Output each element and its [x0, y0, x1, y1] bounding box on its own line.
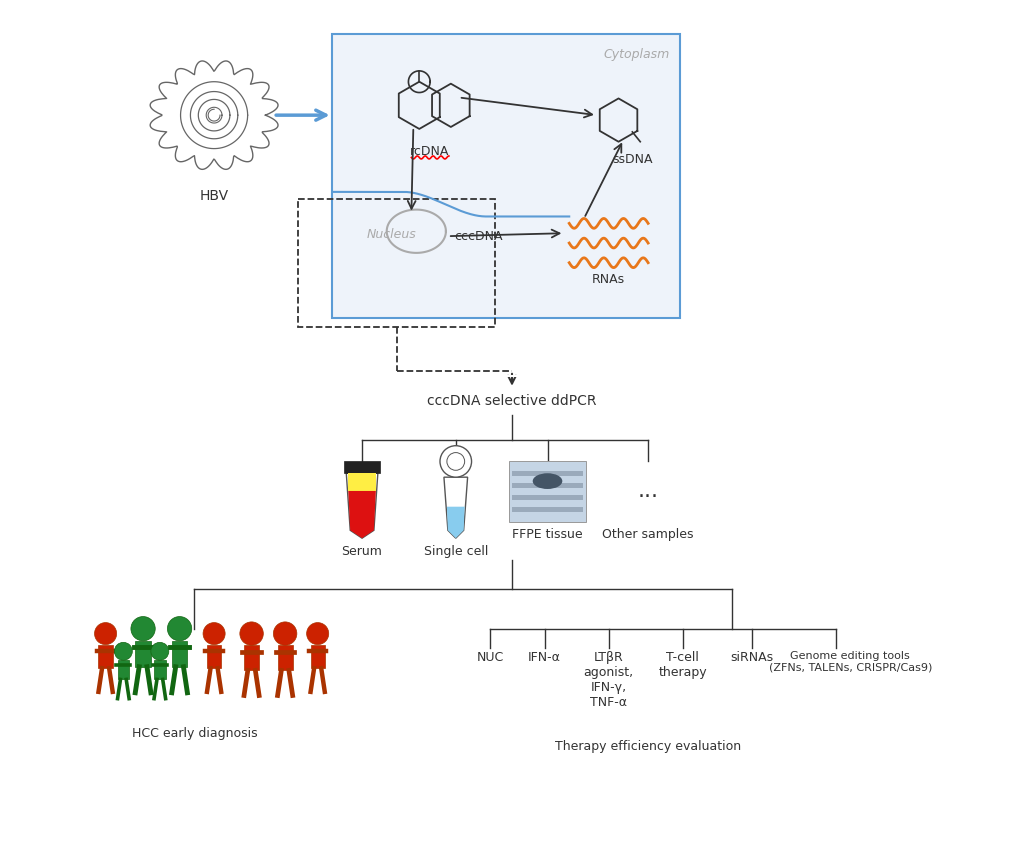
Text: Cytoplasm: Cytoplasm — [603, 48, 670, 62]
Bar — [333, 34, 680, 318]
Ellipse shape — [532, 474, 562, 489]
Circle shape — [306, 622, 329, 645]
Circle shape — [94, 622, 117, 645]
Bar — [310, 645, 325, 669]
Circle shape — [440, 445, 472, 477]
Polygon shape — [432, 84, 470, 127]
Bar — [154, 660, 166, 680]
Bar — [207, 645, 221, 669]
Text: Single cell: Single cell — [424, 545, 488, 558]
Text: IFN-α: IFN-α — [528, 652, 561, 664]
Bar — [512, 471, 583, 476]
Bar — [135, 640, 151, 667]
Text: Serum: Serum — [342, 545, 383, 558]
Circle shape — [240, 622, 263, 646]
Polygon shape — [398, 82, 439, 129]
Circle shape — [167, 616, 191, 640]
Text: Therapy efficiency evaluation: Therapy efficiency evaluation — [555, 740, 741, 753]
Text: RNAs: RNAs — [592, 273, 626, 286]
Text: LTβR
agonist,
IFN-γ,
TNF-α: LTβR agonist, IFN-γ, TNF-α — [584, 652, 634, 710]
Circle shape — [151, 642, 169, 660]
Bar — [512, 507, 583, 511]
Circle shape — [273, 622, 297, 646]
Bar — [172, 640, 187, 667]
Text: ...: ... — [638, 481, 658, 501]
Bar — [512, 495, 583, 500]
Bar — [509, 462, 586, 522]
Text: Genome editing tools
(ZFNs, TALENs, CRISPR/Cas9): Genome editing tools (ZFNs, TALENs, CRIS… — [769, 652, 932, 673]
Polygon shape — [387, 209, 445, 253]
Text: cccDNA: cccDNA — [454, 230, 503, 243]
Text: rcDNA: rcDNA — [410, 144, 449, 157]
Text: T-cell
therapy: T-cell therapy — [658, 652, 707, 680]
Circle shape — [115, 642, 132, 660]
Circle shape — [203, 622, 225, 645]
Bar — [298, 198, 496, 327]
Bar — [344, 462, 380, 474]
Text: siRNAs: siRNAs — [730, 652, 773, 664]
Bar — [512, 483, 583, 488]
Polygon shape — [348, 491, 376, 538]
Polygon shape — [600, 98, 637, 142]
Text: HCC early diagnosis: HCC early diagnosis — [131, 727, 257, 740]
Polygon shape — [346, 474, 378, 538]
Text: NUC: NUC — [477, 652, 504, 664]
Text: Other samples: Other samples — [602, 528, 694, 541]
Text: HBV: HBV — [200, 189, 228, 203]
Text: cccDNA selective ddPCR: cccDNA selective ddPCR — [427, 393, 597, 408]
Circle shape — [131, 616, 156, 640]
Bar — [278, 646, 293, 670]
Circle shape — [446, 452, 465, 470]
Bar — [348, 474, 376, 491]
Polygon shape — [446, 507, 465, 538]
Bar — [244, 646, 259, 670]
Text: Nucleus: Nucleus — [367, 228, 417, 241]
Bar — [98, 645, 113, 669]
Polygon shape — [444, 477, 468, 538]
Text: ssDNA: ssDNA — [612, 152, 652, 166]
Bar — [118, 660, 129, 680]
Text: FFPE tissue: FFPE tissue — [512, 528, 583, 541]
